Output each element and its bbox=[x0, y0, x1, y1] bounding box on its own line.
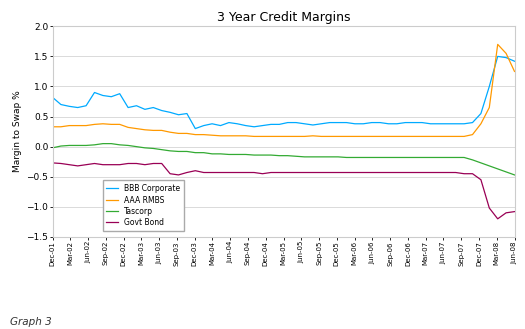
BBB Corporate bbox=[49, 95, 56, 99]
Line: AAA RMBS: AAA RMBS bbox=[52, 44, 514, 137]
Tascorp bbox=[360, 156, 366, 160]
AAA RMBS bbox=[511, 69, 518, 73]
Line: Govt Bond: Govt Bond bbox=[52, 163, 514, 219]
BBB Corporate bbox=[495, 54, 501, 58]
Tascorp bbox=[100, 142, 106, 146]
Line: BBB Corporate: BBB Corporate bbox=[52, 56, 514, 129]
BBB Corporate bbox=[226, 121, 232, 125]
BBB Corporate bbox=[411, 121, 417, 125]
AAA RMBS bbox=[251, 135, 257, 139]
AAA RMBS bbox=[217, 134, 224, 138]
AAA RMBS bbox=[360, 135, 366, 139]
AAA RMBS bbox=[318, 135, 324, 139]
Legend: BBB Corporate, AAA RMBS, Tascorp, Govt Bond: BBB Corporate, AAA RMBS, Tascorp, Govt B… bbox=[102, 180, 184, 231]
AAA RMBS bbox=[343, 135, 350, 139]
Govt Bond bbox=[352, 170, 358, 174]
Govt Bond bbox=[58, 162, 64, 165]
Govt Bond bbox=[217, 170, 224, 174]
BBB Corporate bbox=[343, 121, 350, 125]
Govt Bond bbox=[335, 170, 341, 174]
Title: 3 Year Credit Margins: 3 Year Credit Margins bbox=[217, 11, 350, 24]
Govt Bond bbox=[495, 217, 501, 221]
BBB Corporate bbox=[192, 127, 198, 131]
Tascorp bbox=[411, 156, 417, 160]
Tascorp bbox=[343, 156, 350, 160]
Text: Graph 3: Graph 3 bbox=[10, 317, 52, 327]
BBB Corporate bbox=[318, 122, 324, 126]
Govt Bond bbox=[402, 170, 408, 174]
BBB Corporate bbox=[511, 59, 518, 63]
Govt Bond bbox=[49, 161, 56, 165]
BBB Corporate bbox=[58, 103, 64, 107]
Tascorp bbox=[318, 155, 324, 159]
AAA RMBS bbox=[411, 135, 417, 139]
Tascorp bbox=[58, 144, 64, 148]
Line: Tascorp: Tascorp bbox=[52, 144, 514, 175]
Govt Bond bbox=[511, 210, 518, 214]
Tascorp bbox=[226, 152, 232, 156]
Govt Bond bbox=[310, 170, 316, 174]
AAA RMBS bbox=[49, 125, 56, 129]
BBB Corporate bbox=[360, 122, 366, 126]
AAA RMBS bbox=[495, 42, 501, 46]
Y-axis label: Margin to Swap %: Margin to Swap % bbox=[13, 91, 22, 172]
Tascorp bbox=[511, 173, 518, 177]
Tascorp bbox=[49, 146, 56, 150]
AAA RMBS bbox=[58, 125, 64, 129]
